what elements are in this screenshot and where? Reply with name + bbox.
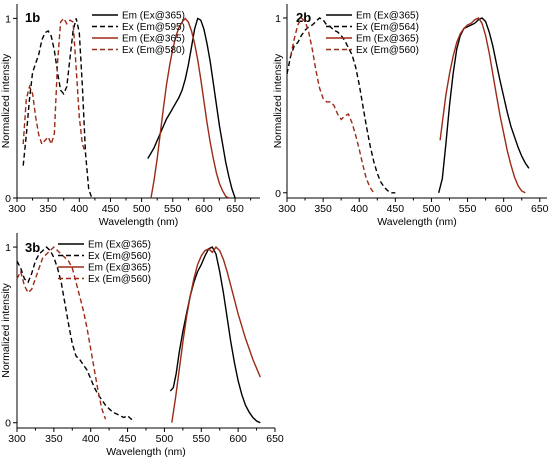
x-tick-label: 300	[278, 203, 296, 215]
panel-label: 3b	[25, 240, 40, 255]
x-tick-label: 600	[195, 203, 213, 215]
x-tick-label: 300	[8, 433, 26, 445]
series-line-4	[16, 246, 107, 420]
legend-label: Ex (Em@560)	[88, 251, 151, 262]
series-line-2	[286, 17, 396, 194]
legend-label: Em (Ex@365)	[356, 34, 419, 45]
legend-label: Em (Ex@365)	[88, 240, 151, 251]
x-tick-label: 300	[8, 203, 26, 215]
legend: Em (Ex@365)Ex (Em@564)Em (Ex@365)Ex (Em@…	[326, 11, 419, 56]
series-line-1	[438, 17, 530, 193]
x-tick-label: 450	[387, 203, 405, 215]
x-tick-label: 550	[164, 203, 182, 215]
x-tick-label: 500	[423, 203, 441, 215]
x-tick-label: 650	[266, 433, 284, 445]
x-tick-label: 350	[45, 433, 63, 445]
x-tick-label: 350	[314, 203, 332, 215]
x-axis-label: Wavelength (nm)	[106, 446, 186, 458]
x-tick-label: 450	[119, 433, 137, 445]
x-tick-label: 550	[459, 203, 477, 215]
y-tick-label: 0	[5, 418, 11, 430]
legend-label: Ex (Em@560)	[88, 274, 151, 285]
series-line-2	[22, 18, 93, 199]
legend-label: Ex (Em@564)	[356, 22, 419, 33]
x-tick-label: 400	[350, 203, 368, 215]
x-tick-label: 650	[226, 203, 244, 215]
x-axis-label: Wavelength (nm)	[99, 216, 179, 228]
y-tick-label: 1	[5, 13, 11, 25]
series-line-1	[147, 17, 236, 199]
series-line-3	[150, 17, 230, 199]
x-tick-label: 450	[102, 203, 120, 215]
series-line-4	[22, 17, 87, 154]
x-tick-label: 400	[82, 433, 100, 445]
series-line-3	[171, 246, 261, 423]
x-tick-label: 400	[71, 203, 89, 215]
y-tick-label: 1	[275, 13, 281, 25]
y-axis-label: Normalized intensity	[0, 282, 12, 377]
chart-panel-3b: 300 350 400 450 500 550 600 650 0 1 Wavelength (nm…	[0, 233, 284, 458]
series-line-4	[289, 16, 375, 194]
y-tick-label: 1	[5, 242, 11, 254]
x-axis-label: Wavelength (nm)	[377, 216, 457, 228]
y-axis-label: Normalized intensity	[0, 53, 12, 148]
x-tick-label: 650	[531, 203, 549, 215]
x-tick-label: 500	[156, 433, 174, 445]
panel-label: 1b	[25, 10, 40, 25]
legend-label: Ex (Em@595)	[122, 22, 185, 33]
x-tick-label: 600	[229, 433, 247, 445]
legend: Em (Ex@365)Ex (Em@560)Em (Ex@365)Ex (Em@…	[58, 240, 151, 285]
series-line-2	[16, 246, 136, 421]
legend-label: Ex (Em@580)	[122, 45, 185, 56]
chart-panel-1b: 300 350 400 450 500 550 600 650 0 1 Wavelength (nm…	[0, 4, 260, 228]
y-axis-label: Normalized intensity	[272, 53, 284, 148]
x-tick-label: 350	[39, 203, 57, 215]
series-line-3	[439, 17, 526, 194]
legend-label: Em (Ex@365)	[122, 34, 185, 45]
chart-panel-2b: 300 350 400 450 500 550 600 650 0 1 Wavelength (nm…	[272, 4, 549, 228]
x-tick-label: 550	[193, 433, 211, 445]
legend-label: Ex (Em@560)	[356, 45, 419, 56]
x-tick-label: 600	[495, 203, 513, 215]
legend-label: Em (Ex@365)	[88, 263, 151, 274]
legend: Em (Ex@365)Ex (Em@595)Em (Ex@365)Ex (Em@…	[92, 11, 185, 56]
y-tick-label: 0	[275, 188, 281, 200]
legend-label: Em (Ex@365)	[122, 11, 185, 22]
x-tick-label: 500	[133, 203, 151, 215]
legend-label: Em (Ex@365)	[356, 11, 419, 22]
y-tick-label: 0	[5, 193, 11, 205]
